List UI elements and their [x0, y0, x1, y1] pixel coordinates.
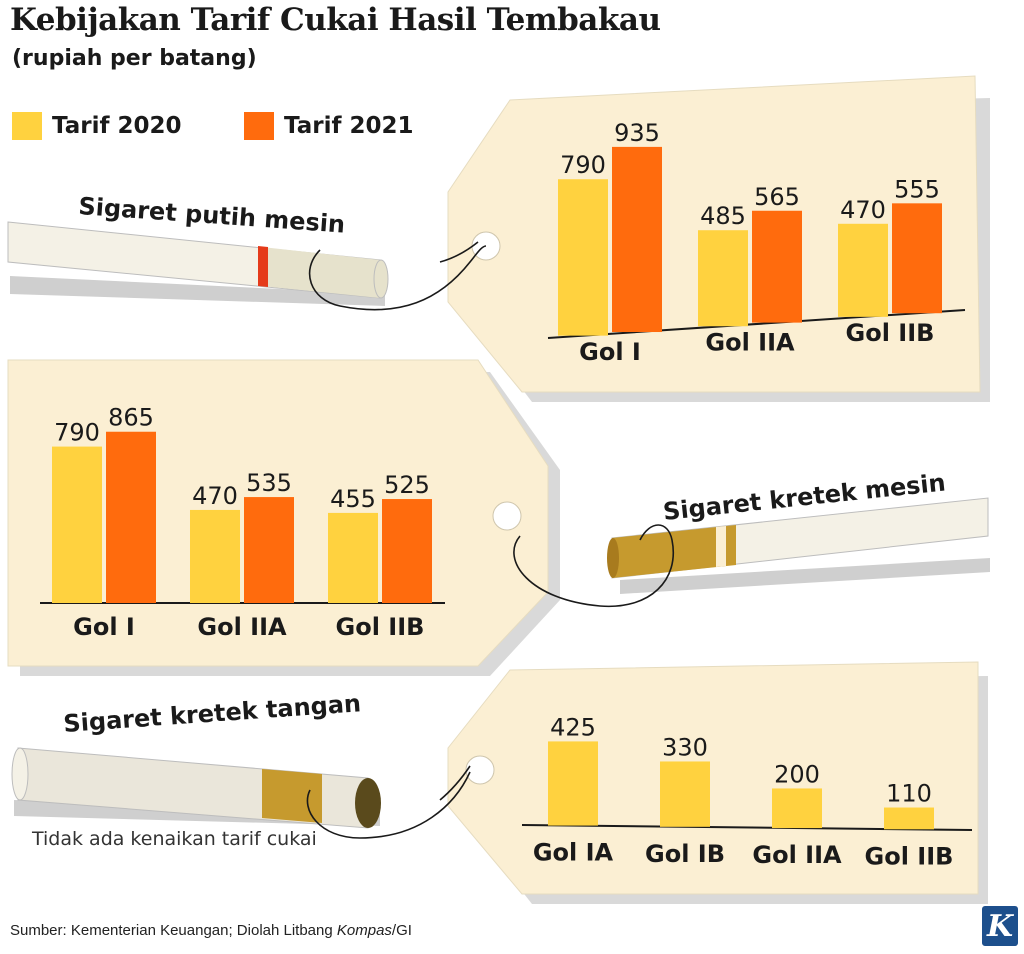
legend-item-2020: Tarif 2020: [12, 112, 182, 140]
bar-value-label: 790: [54, 419, 100, 447]
category-tick-label: Gol IIB: [865, 842, 954, 870]
cigarette-skt-illustration: [11, 747, 381, 829]
category-tick-label: Gol IIB: [336, 613, 425, 641]
bar-value-label: 330: [662, 733, 708, 761]
category-tick-label: Gol I: [73, 613, 135, 641]
bar-2020: [698, 230, 748, 327]
no-increase-note: Tidak ada kenaikan tarif cukai: [32, 828, 317, 850]
bar-2020: [548, 741, 598, 826]
bar-value-label: 470: [192, 482, 238, 510]
category-tick-label: Gol IIA: [752, 841, 842, 869]
bar-value-label: 865: [108, 404, 154, 432]
category-tick-label: Gol IIA: [197, 613, 287, 641]
cigarette-type-label: Sigaret putih mesin: [78, 192, 346, 239]
page-title: Kebijakan Tarif Cukai Hasil Tembakau: [10, 2, 661, 38]
bar-2020: [660, 761, 710, 827]
bar-2021: [106, 431, 156, 603]
source-suffix: /GI: [391, 922, 412, 939]
tag-strings: [306, 241, 675, 839]
legend-label-2020: Tarif 2020: [52, 113, 182, 139]
category-tick-label: Gol IIB: [846, 319, 935, 347]
legend-swatch-2020: [12, 112, 42, 140]
source-italic: Kompas: [336, 922, 392, 939]
bar-value-label: 485: [700, 202, 746, 230]
bar-2020: [772, 788, 822, 829]
legend-item-2021: Tarif 2021: [244, 112, 414, 140]
cigarette-type-label: Sigaret kretek tangan: [62, 689, 361, 738]
bar-value-label: 790: [560, 151, 606, 179]
category-tick-label: Gol IA: [533, 839, 614, 867]
kompas-logo: K: [982, 906, 1018, 946]
source-prefix: Sumber: Kementerian Keuangan; Diolah Lit…: [10, 922, 337, 939]
tag-hole-skm: [492, 501, 522, 531]
bar-value-label: 455: [330, 485, 376, 513]
bar-value-label: 110: [886, 780, 932, 808]
bar-value-label: 565: [754, 183, 800, 211]
bar-2020: [52, 446, 102, 603]
bar-2021: [244, 497, 294, 603]
bar-value-label: 935: [614, 119, 660, 147]
bar-value-label: 525: [384, 471, 430, 499]
tag-hole-skt: [465, 755, 495, 785]
source-credit: Sumber: Kementerian Keuangan; Diolah Lit…: [10, 922, 412, 939]
category-tick-label: Gol IIA: [705, 328, 795, 356]
bar-2020: [558, 179, 608, 336]
bar-value-label: 200: [774, 760, 820, 788]
bar-value-label: 470: [840, 196, 886, 224]
bar-2021: [892, 203, 942, 314]
bar-2021: [752, 210, 802, 323]
legend-label-2021: Tarif 2021: [284, 113, 414, 139]
x-axis-line: [547, 309, 966, 339]
bar-2020: [838, 223, 888, 317]
chart-labels: 790 935 Gol I 485 565 Gol IIA 470 555 Gol IIB 790…: [54, 119, 953, 870]
page-subtitle: (rupiah per batang): [12, 46, 257, 71]
category-tick-label: Gol IB: [645, 840, 725, 868]
category-tick-label: Gol I: [579, 338, 641, 366]
bar-value-label: 535: [246, 469, 292, 497]
bar-2021: [612, 146, 662, 333]
chart-bars: [52, 146, 942, 830]
bar-2020: [190, 509, 240, 603]
tag-skt: [447, 661, 979, 895]
bar-value-label: 425: [550, 713, 596, 741]
bar-2020: [328, 512, 378, 603]
legend-swatch-2021: [244, 112, 274, 140]
bar-2020: [884, 807, 934, 830]
bar-value-label: 555: [894, 175, 940, 203]
cigarette-spm-illustration: [7, 221, 389, 306]
bar-2021: [382, 499, 432, 603]
